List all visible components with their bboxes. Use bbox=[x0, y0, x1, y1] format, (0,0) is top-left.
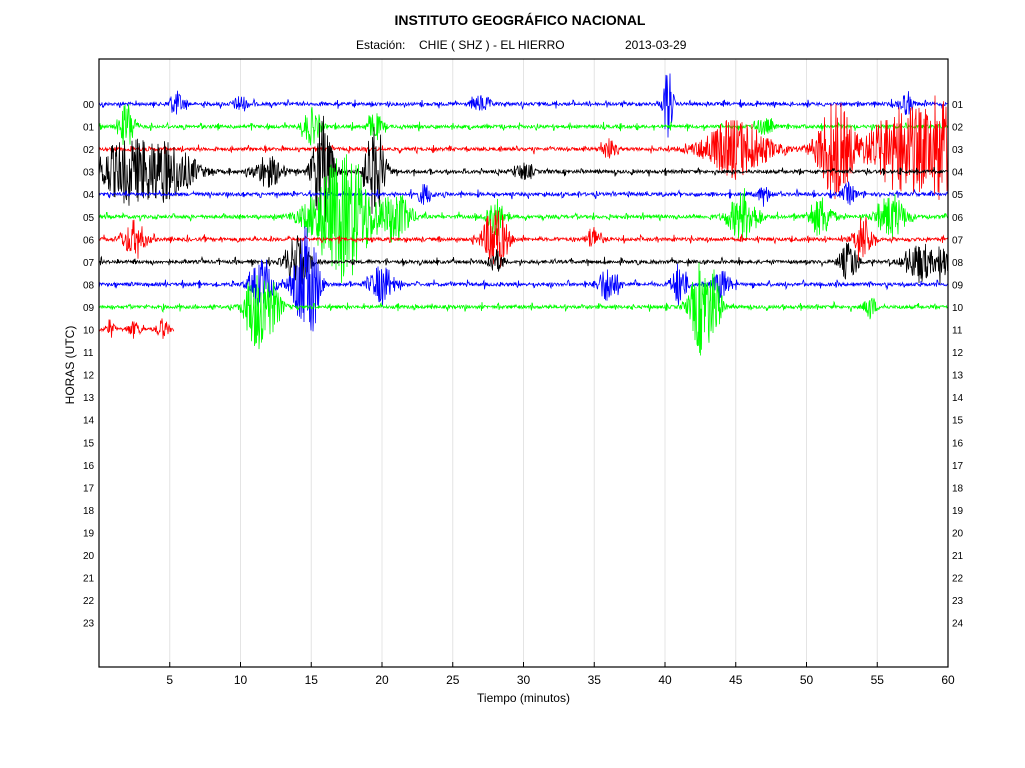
x-tick-label: 40 bbox=[658, 673, 672, 687]
trace-hour-10 bbox=[98, 318, 175, 339]
trace-hour-05 bbox=[98, 154, 949, 283]
left-hour-label: 12 bbox=[83, 371, 95, 382]
left-hour-label: 08 bbox=[83, 280, 95, 291]
x-tick-label: 20 bbox=[375, 673, 389, 687]
x-tick-label: 50 bbox=[800, 673, 814, 687]
right-hour-label: 15 bbox=[952, 416, 964, 427]
right-hour-label: 02 bbox=[952, 123, 964, 134]
left-hour-label: 17 bbox=[83, 483, 95, 494]
x-tick-label: 35 bbox=[588, 673, 602, 687]
left-hour-label: 14 bbox=[83, 416, 95, 427]
left-hour-label: 18 bbox=[83, 506, 95, 517]
chart-date: 2013-03-29 bbox=[625, 38, 687, 52]
left-hour-label: 16 bbox=[83, 461, 95, 472]
x-tick-label: 60 bbox=[941, 673, 955, 687]
station-value: CHIE ( SHZ ) - EL HIERRO bbox=[419, 38, 565, 52]
x-axis-label: Tiempo (minutos) bbox=[477, 691, 570, 705]
x-tick-label: 30 bbox=[517, 673, 531, 687]
right-hour-label: 20 bbox=[952, 528, 964, 539]
trace-hour-04 bbox=[98, 181, 949, 207]
right-hour-label: 10 bbox=[952, 303, 964, 314]
right-hour-label: 19 bbox=[952, 506, 964, 517]
left-hour-label: 01 bbox=[83, 123, 95, 134]
right-hour-label: 23 bbox=[952, 596, 964, 607]
trace-hour-08 bbox=[98, 226, 949, 332]
left-hour-label: 09 bbox=[83, 303, 95, 314]
right-hour-label: 01 bbox=[952, 100, 964, 111]
x-tick-label: 55 bbox=[871, 673, 885, 687]
right-hour-label: 24 bbox=[952, 619, 964, 630]
right-hour-label: 13 bbox=[952, 371, 964, 382]
trace-hour-06 bbox=[98, 210, 949, 268]
right-hour-label: 18 bbox=[952, 483, 964, 494]
left-hour-label: 06 bbox=[83, 235, 95, 246]
left-hour-label: 04 bbox=[83, 190, 95, 201]
trace-hour-09 bbox=[98, 262, 948, 356]
right-hour-label: 14 bbox=[952, 393, 964, 404]
right-hour-label: 09 bbox=[952, 280, 964, 291]
right-hour-label: 17 bbox=[952, 461, 964, 472]
trace-hour-00 bbox=[98, 73, 949, 138]
left-hour-label: 19 bbox=[83, 528, 95, 539]
right-hour-label: 05 bbox=[952, 190, 964, 201]
right-hour-label: 08 bbox=[952, 258, 964, 269]
right-hour-label: 22 bbox=[952, 574, 964, 585]
right-hour-label: 21 bbox=[952, 551, 964, 562]
trace-hour-03 bbox=[98, 115, 949, 225]
left-hour-label: 20 bbox=[83, 551, 95, 562]
right-hour-label: 11 bbox=[952, 326, 963, 337]
trace-hour-02 bbox=[98, 95, 949, 200]
left-hour-label: 07 bbox=[83, 258, 95, 269]
left-hour-label: 15 bbox=[83, 438, 95, 449]
x-tick-label: 45 bbox=[729, 673, 743, 687]
left-hour-label: 23 bbox=[83, 619, 95, 630]
right-hour-label: 16 bbox=[952, 438, 964, 449]
left-hour-label: 11 bbox=[83, 348, 94, 359]
right-hour-label: 04 bbox=[952, 168, 964, 179]
left-hour-label: 05 bbox=[83, 213, 95, 224]
left-hour-label: 03 bbox=[83, 168, 95, 179]
trace-hour-01 bbox=[98, 104, 949, 146]
left-hour-label: 10 bbox=[83, 326, 95, 337]
left-hour-label: 22 bbox=[83, 596, 95, 607]
x-tick-label: 15 bbox=[305, 673, 319, 687]
right-hour-label: 12 bbox=[952, 348, 964, 359]
right-hour-label: 06 bbox=[952, 213, 964, 224]
trace-hour-07 bbox=[98, 235, 949, 286]
left-hour-label: 21 bbox=[83, 574, 95, 585]
right-hour-label: 03 bbox=[952, 145, 964, 156]
left-hour-label: 02 bbox=[83, 145, 95, 156]
right-hour-label: 07 bbox=[952, 235, 964, 246]
x-tick-label: 5 bbox=[166, 673, 173, 687]
x-tick-label: 10 bbox=[234, 673, 248, 687]
x-tick-label: 25 bbox=[446, 673, 460, 687]
station-label: Estación: bbox=[356, 38, 406, 52]
chart-title: INSTITUTO GEOGRÁFICO NACIONAL bbox=[394, 12, 646, 28]
left-hour-label: 13 bbox=[83, 393, 95, 404]
left-hour-label: 00 bbox=[83, 100, 95, 111]
